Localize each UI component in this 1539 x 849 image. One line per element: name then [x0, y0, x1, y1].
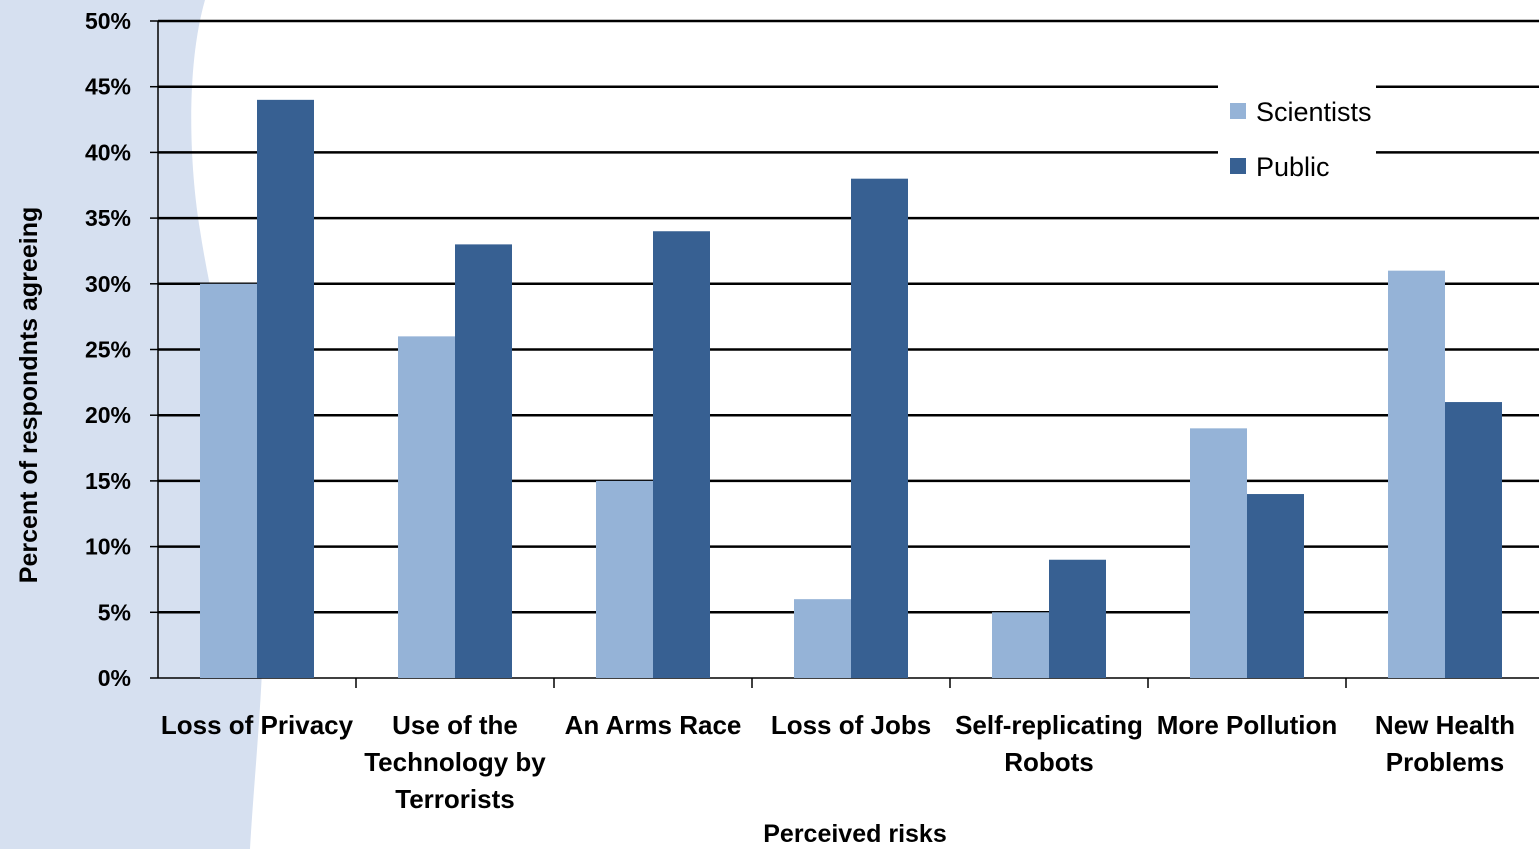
bar-public-3 [851, 178, 908, 678]
y-tick-label-30: 30% [85, 271, 131, 297]
x-category-label-3: Loss of Jobs [771, 710, 931, 740]
bar-scientists-0 [200, 283, 257, 678]
y-tick-label-35: 35% [85, 205, 131, 231]
background-accent-shape [0, 0, 264, 849]
bar-public-6 [1445, 402, 1502, 678]
bar-public-5 [1247, 494, 1304, 678]
y-tick-label-0: 0% [98, 665, 131, 691]
y-axis-tick-labels: 0% 5% 10% 15% 20% 25% 30% 35% 40% 45% 50% [85, 8, 131, 691]
y-tick-label-5: 5% [98, 599, 131, 625]
legend-swatch-public [1230, 158, 1246, 174]
y-tick-label-25: 25% [85, 337, 131, 363]
x-category-label-5: More Pollution [1157, 710, 1338, 740]
bar-public-0 [257, 99, 314, 679]
legend: Scientists Public [1218, 84, 1376, 196]
bar-series [200, 99, 1502, 679]
bar-public-4 [1049, 559, 1106, 678]
bar-scientists-1 [398, 336, 455, 678]
x-axis-category-labels: Loss of Privacy Use of the Technology by Te… [161, 710, 1515, 814]
y-axis-title: Percent of respondnts agreeing [15, 207, 43, 583]
y-tick-label-50: 50% [85, 8, 131, 34]
x-category-label-6: New Health Problems [1375, 710, 1515, 777]
y-tick-label-15: 15% [85, 468, 131, 494]
bar-public-1 [455, 244, 512, 678]
bar-scientists-6 [1388, 270, 1445, 678]
x-category-label-2: An Arms Race [565, 710, 742, 740]
bar-scientists-5 [1190, 428, 1247, 678]
x-category-label-4: Self-replicating Robots [955, 710, 1143, 777]
y-tick-label-45: 45% [85, 74, 131, 100]
bar-scientists-3 [794, 599, 851, 678]
x-axis-title: Perceived risks [763, 820, 946, 848]
x-category-label-0: Loss of Privacy [161, 710, 354, 740]
bar-scientists-2 [596, 480, 653, 678]
x-category-label-1: Use of the Technology by Terrorists [364, 710, 546, 814]
legend-swatch-scientists [1230, 103, 1246, 119]
y-tick-label-10: 10% [85, 534, 131, 560]
y-tick-label-40: 40% [85, 139, 131, 165]
bar-scientists-4 [992, 612, 1049, 678]
legend-box [1218, 84, 1376, 196]
legend-label-scientists: Scientists [1256, 97, 1372, 127]
y-tick-label-20: 20% [85, 402, 131, 428]
bar-public-2 [653, 231, 710, 679]
legend-label-public: Public [1256, 152, 1330, 182]
